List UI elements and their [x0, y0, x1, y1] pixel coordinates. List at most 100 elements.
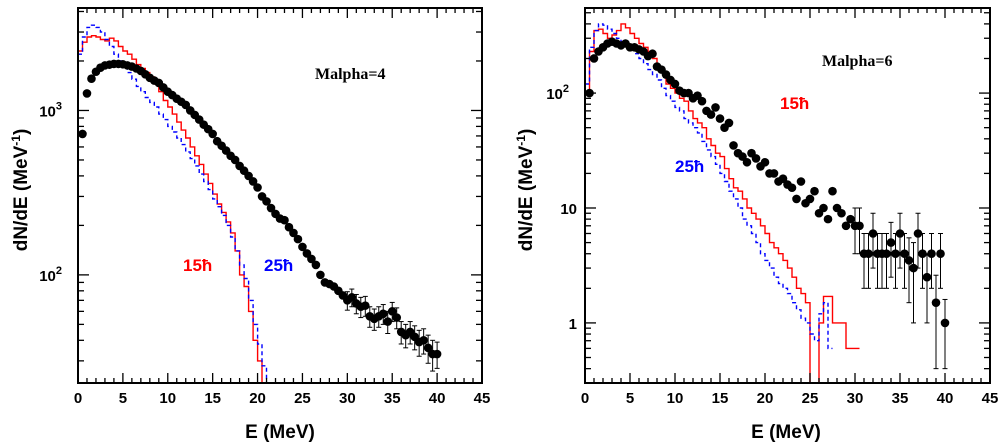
left-data-point	[208, 129, 217, 139]
right-data-point	[936, 249, 945, 259]
right-x-tick-label: 45	[982, 390, 998, 407]
right-x-tick-label: 20	[757, 390, 774, 407]
right-data-point	[792, 194, 801, 204]
right-data-point	[922, 272, 932, 282]
right-15hbar-label: 15ħ	[780, 94, 809, 113]
left-x-tick-label: 10	[159, 390, 176, 407]
right-data-point	[769, 169, 779, 178]
right-data-point	[589, 54, 599, 63]
right-data-point	[778, 174, 788, 183]
right-data-point	[742, 157, 752, 167]
left-data-point	[311, 260, 321, 270]
right-data-point	[940, 318, 950, 328]
left-data-point	[266, 203, 276, 213]
left-15hbar-histogram	[78, 35, 271, 383]
right-x-tick-label: 15	[712, 390, 729, 407]
left-plot-frame	[77, 7, 483, 384]
right-data-point	[760, 157, 770, 167]
left-25hbar-label: 25ħ	[264, 256, 293, 275]
right-y-tick-label: 102	[546, 83, 569, 103]
right-data-point	[855, 221, 864, 231]
left-data-point	[253, 183, 262, 192]
right-data-point	[805, 194, 815, 204]
left-data-point	[383, 317, 393, 326]
left-x-tick-label: 25	[294, 390, 311, 407]
right-data-point	[711, 103, 720, 112]
right-data-point	[882, 249, 891, 259]
right-data-point	[895, 229, 905, 238]
left-data-point	[347, 293, 357, 302]
left-data-point	[248, 177, 258, 186]
left-data-point	[87, 74, 96, 84]
left-data-point	[378, 309, 388, 319]
right-data-point	[715, 114, 725, 123]
left-x-tick-label: 20	[249, 390, 266, 407]
left-data-point	[423, 343, 433, 353]
right-data-point	[864, 249, 873, 259]
right-data-point	[891, 249, 900, 259]
right-data-point	[931, 298, 941, 307]
left-data-point	[293, 234, 303, 244]
left-data-point	[419, 336, 428, 345]
right-data-point	[909, 263, 918, 273]
right-x-tick-label: 10	[667, 390, 684, 407]
right-y-tick-label: 1	[569, 316, 577, 333]
right-data-point	[828, 186, 837, 196]
right-data-point	[810, 186, 819, 196]
left-panel: 0 5 10 15 20 25 30 35 40 45 102 103 E (MeV) dN/dE (…	[9, 7, 491, 443]
right-data-point	[841, 221, 851, 231]
left-x-tick-label: 45	[474, 390, 491, 407]
left-data-point	[432, 349, 442, 359]
left-25hbar-histogram	[78, 24, 271, 383]
left-x-tick-label: 0	[74, 390, 82, 407]
right-data-point	[819, 203, 828, 213]
left-y-axis-title: dN/dE (MeV-1)	[9, 129, 32, 252]
left-data-point	[360, 301, 370, 310]
right-data-point	[823, 214, 833, 224]
left-data-point	[280, 215, 289, 225]
left-data-point	[316, 270, 325, 280]
right-plot-frame	[584, 7, 991, 384]
right-x-tick-label: 40	[937, 390, 954, 407]
left-x-tick-label: 35	[384, 390, 401, 407]
right-x-tick-label: 35	[892, 390, 909, 407]
right-data-point	[927, 249, 936, 259]
left-data-point	[262, 197, 271, 206]
right-data-point	[846, 214, 855, 224]
left-data-point	[289, 228, 298, 238]
right-panel: 0 5 10 15 20 25 30 35 40 45 1 10 102 E (MeV) dN/dE (…	[514, 7, 998, 443]
left-panel-label: Malpha=4	[315, 66, 385, 83]
right-x-axis-title: E (MeV)	[751, 422, 821, 443]
left-x-tick-label: 30	[339, 390, 356, 407]
left-x-axis-title: E (MeV)	[245, 422, 315, 443]
left-data-point	[387, 307, 397, 316]
right-data-point	[900, 249, 909, 259]
right-data-point	[918, 249, 927, 259]
left-15hbar-label: 15ħ	[183, 256, 212, 275]
right-data-point	[796, 177, 806, 186]
right-data-point	[751, 154, 761, 163]
right-data-point	[724, 118, 734, 128]
right-data-point	[904, 256, 914, 265]
left-data-point	[82, 89, 92, 98]
right-data-point	[729, 141, 738, 150]
right-panel-label: Malpha=6	[822, 53, 892, 70]
left-data-point	[298, 242, 307, 252]
left-data-point	[307, 254, 316, 264]
right-data-point	[706, 110, 716, 119]
right-x-tick-label: 0	[581, 390, 589, 407]
right-25hbar-label: 25ħ	[675, 157, 704, 176]
right-x-tick-label: 5	[626, 390, 634, 407]
right-data-point	[787, 183, 797, 193]
left-x-tick-label: 5	[119, 390, 127, 407]
right-data-point	[886, 238, 896, 247]
right-x-tick-label: 25	[802, 390, 819, 407]
left-data-point	[392, 313, 402, 322]
right-data-point	[913, 229, 923, 238]
left-x-tick-label: 40	[429, 390, 446, 407]
right-y-tick-label: 10	[560, 201, 577, 218]
right-x-tick-label: 30	[847, 390, 864, 407]
left-y-tick-label: 102	[39, 265, 62, 285]
right-15hbar-histogram	[585, 23, 860, 383]
